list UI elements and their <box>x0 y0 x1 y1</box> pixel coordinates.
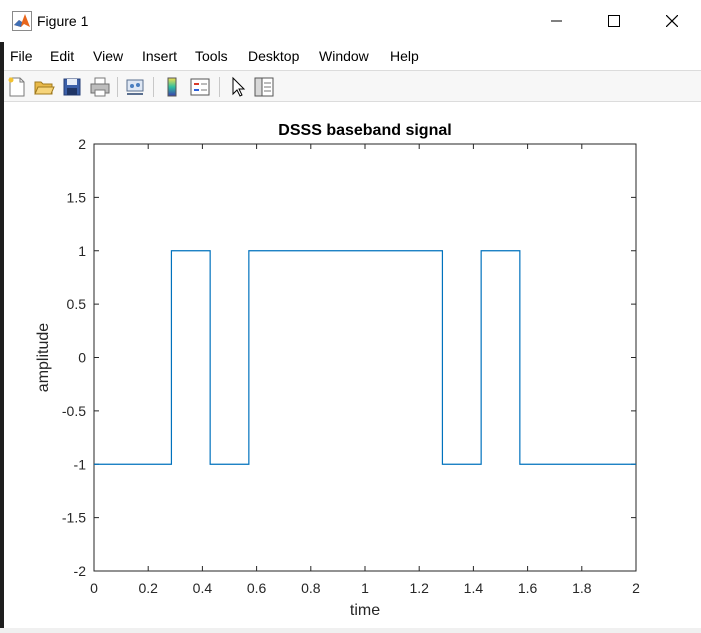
axes-box <box>93 143 637 572</box>
toolbar-separator <box>117 77 118 97</box>
y-tick-label: -2 <box>74 563 87 579</box>
link-plot-icon[interactable] <box>124 76 146 98</box>
menu-bar: File Edit View Insert Tools Desktop Wind… <box>0 42 701 103</box>
open-file-icon[interactable] <box>33 76 55 98</box>
edit-plot-icon[interactable] <box>227 76 249 98</box>
x-tick-label: 0.6 <box>247 580 267 596</box>
menu-help[interactable]: Help <box>390 48 419 64</box>
x-tick-label: 0 <box>90 580 98 596</box>
plot-area: 0 0.2 0.4 0.6 0.8 1 1.2 1.4 1.6 1.8 2 -2 -1.5 -1 -0.5… <box>35 122 640 619</box>
menu-view[interactable]: View <box>93 48 124 64</box>
minimize-button[interactable] <box>534 4 580 38</box>
x-tick-label: 0.8 <box>301 580 321 596</box>
print-icon[interactable] <box>89 76 111 98</box>
y-tick-label: 1 <box>78 243 86 259</box>
x-tick-label: 1.4 <box>464 580 484 596</box>
maximize-icon <box>608 15 620 27</box>
toolbar-separator <box>153 77 154 97</box>
title-bar: Figure 1 <box>0 0 701 42</box>
toolbar-separator <box>219 77 220 97</box>
y-tick-label: -0.5 <box>62 403 86 419</box>
y-tick-label: 1.5 <box>67 189 87 205</box>
window-left-edge <box>0 42 4 628</box>
y-tick-label: 0.5 <box>67 296 87 312</box>
insert-colorbar-icon[interactable] <box>161 76 183 98</box>
x-tick-label: 0.2 <box>138 580 158 596</box>
minimize-icon <box>551 20 562 22</box>
menu-edit[interactable]: Edit <box>50 48 75 64</box>
x-tick-label: 1.2 <box>409 580 429 596</box>
figure-canvas: 0 0.2 0.4 0.6 0.8 1 1.2 1.4 1.6 1.8 2 -2 -1.5 -1 -0.5… <box>4 102 701 628</box>
menu-window[interactable]: Window <box>319 48 369 64</box>
toolbar <box>0 70 701 102</box>
window-title: Figure 1 <box>37 13 89 29</box>
y-axis-label: amplitude <box>35 323 52 392</box>
x-axis-label: time <box>350 602 380 619</box>
x-tick-label: 1.6 <box>518 580 538 596</box>
y-tick-label: 0 <box>78 350 86 366</box>
property-inspector-icon[interactable] <box>253 76 275 98</box>
save-icon[interactable] <box>61 76 83 98</box>
maximize-button[interactable] <box>591 4 637 38</box>
x-ticks: 0 0.2 0.4 0.6 0.8 1 1.2 1.4 1.6 1.8 2 <box>90 144 640 596</box>
menu-insert[interactable]: Insert <box>142 48 178 64</box>
y-tick-label: 2 <box>78 136 86 152</box>
menu-tools[interactable]: Tools <box>195 48 228 64</box>
x-tick-label: 1.8 <box>572 580 592 596</box>
y-ticks: -2 -1.5 -1 -0.5 0 0.5 1 1.5 2 <box>62 136 636 579</box>
y-tick-label: -1.5 <box>62 510 86 526</box>
menu-file[interactable]: File <box>10 48 33 64</box>
close-button[interactable] <box>649 4 695 38</box>
matlab-logo-icon <box>12 11 32 31</box>
chart-title: DSSS baseband signal <box>278 122 451 139</box>
x-tick-label: 1 <box>361 580 369 596</box>
x-tick-label: 2 <box>632 580 640 596</box>
menu-desktop[interactable]: Desktop <box>248 48 300 64</box>
close-icon <box>666 15 678 27</box>
y-tick-label: -1 <box>74 456 87 472</box>
new-figure-icon[interactable] <box>6 76 28 98</box>
insert-legend-icon[interactable] <box>189 76 211 98</box>
signal-line <box>94 250 636 465</box>
x-tick-label: 0.4 <box>193 580 213 596</box>
